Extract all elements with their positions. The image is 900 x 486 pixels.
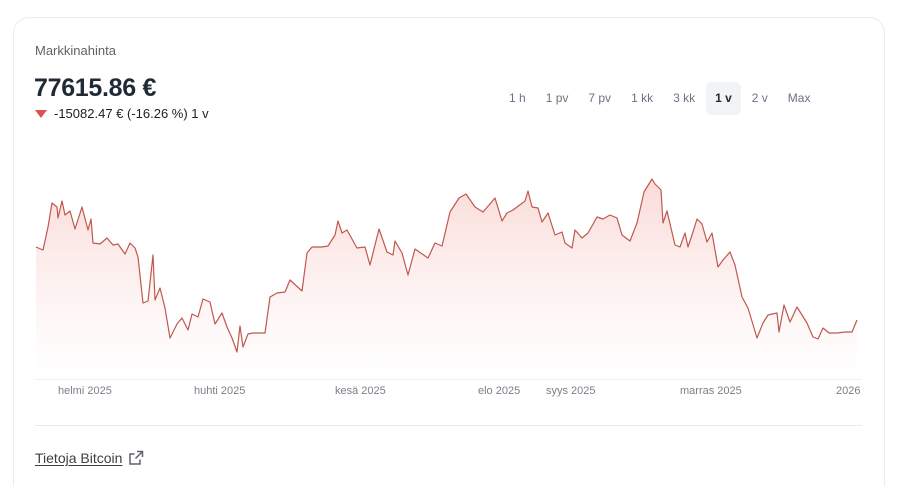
x-axis-label: helmi 2025 (58, 385, 112, 397)
x-axis-label: elo 2025 (478, 385, 521, 397)
range-button-1pv[interactable]: 1 pv (545, 91, 569, 105)
range-button-max[interactable]: Max (787, 91, 811, 105)
range-button-1kk[interactable]: 1 kk (631, 91, 654, 105)
price-change-text: -15082.47 € (-16.26 %) 1 v (54, 106, 209, 121)
range-button-1h[interactable]: 1 h (509, 91, 526, 105)
triangle-down-icon (35, 109, 47, 118)
x-axis-label: kesä 2025 (335, 385, 386, 397)
range-button-2v[interactable]: 2 v (751, 91, 768, 105)
price-change: -15082.47 € (-16.26 %) 1 v (35, 106, 209, 121)
x-axis (35, 379, 862, 380)
price-line (35, 178, 858, 353)
external-link-icon[interactable] (128, 450, 144, 466)
x-axis-label: huhti 2025 (194, 385, 246, 397)
about-section: Tietoja Bitcoin (35, 450, 144, 466)
market-price-label: Markkinahinta (35, 43, 116, 58)
about-bitcoin-link[interactable]: Tietoja Bitcoin (35, 450, 123, 466)
price-chart[interactable] (35, 170, 862, 382)
price-area-fill (36, 179, 857, 378)
range-button-3kk[interactable]: 3 kk (673, 91, 696, 105)
x-axis-label: 2026 (836, 385, 861, 397)
time-range-selector: 1 h 1 pv 7 pv 1 kk 3 kk 1 v 2 v Max (500, 82, 821, 115)
current-price: 77615.86 € (34, 74, 157, 102)
x-axis-label: syys 2025 (546, 385, 596, 397)
divider (35, 425, 862, 426)
x-axis-label: marras 2025 (680, 385, 742, 397)
range-button-7pv[interactable]: 7 pv (588, 91, 612, 105)
range-button-1v[interactable]: 1 v (706, 82, 741, 115)
